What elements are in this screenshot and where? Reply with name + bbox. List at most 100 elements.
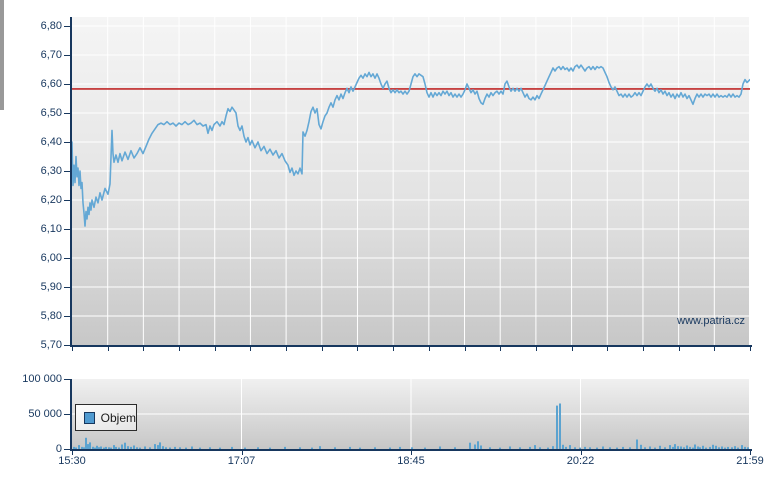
volume-bar — [694, 444, 696, 449]
volume-bar — [689, 446, 691, 449]
time-axis-label: 21:59 — [736, 455, 764, 467]
volume-bar — [489, 447, 491, 449]
price-y-tickmark — [64, 55, 71, 56]
volume-bar — [98, 447, 100, 449]
price-y-tick-label: 6,40 — [40, 136, 62, 148]
price-chart-plot-area: www.patria.cz — [72, 17, 750, 345]
price-y-tick-label: 6,20 — [40, 194, 62, 206]
volume-bar — [108, 447, 110, 449]
volume-bar — [712, 444, 714, 449]
volume-bar — [629, 447, 631, 449]
volume-bar — [144, 446, 146, 449]
price-line-series — [72, 64, 750, 227]
volume-bar — [269, 447, 271, 449]
volume-bar — [133, 445, 135, 449]
volume-bar — [284, 446, 286, 449]
volume-bar — [677, 446, 679, 449]
price-y-tickmark — [64, 113, 71, 114]
volume-legend-label: Objem — [100, 410, 136, 425]
volume-bar — [709, 446, 711, 449]
volume-chart-plot-area — [72, 379, 750, 449]
volume-y-tickmark — [64, 414, 71, 415]
price-y-tickmark — [64, 26, 71, 27]
volume-x-tickmark — [242, 451, 243, 455]
volume-bar — [636, 439, 638, 449]
volume-bar — [702, 445, 704, 449]
volume-bar — [73, 446, 75, 449]
time-axis-label: 18:45 — [397, 455, 425, 467]
volume-bar — [439, 446, 441, 449]
volume-bar — [499, 447, 501, 449]
volume-bar — [374, 447, 376, 449]
volume-bar — [683, 447, 685, 449]
volume-bar — [149, 447, 151, 449]
volume-bar — [121, 444, 123, 449]
price-chart-canvas — [72, 17, 750, 345]
volume-bar — [244, 447, 246, 449]
volume-bar — [85, 437, 87, 449]
price-x-tickmark — [714, 347, 715, 351]
volume-bar — [686, 445, 688, 449]
volume-bar — [589, 447, 591, 449]
price-x-tickmark — [500, 347, 501, 351]
volume-x-tickmark — [750, 451, 751, 455]
volume-bar — [609, 447, 611, 449]
price-x-tickmark — [643, 347, 644, 351]
volume-bar — [127, 446, 129, 449]
price-y-tickmark — [64, 84, 71, 85]
price-y-tick-label: 5,90 — [40, 281, 62, 293]
price-y-tick-label: 5,80 — [40, 310, 62, 322]
price-y-tick-label: 6,00 — [40, 252, 62, 264]
volume-bar — [105, 446, 107, 449]
price-y-tickmark — [64, 142, 71, 143]
price-x-tickmark — [286, 347, 287, 351]
price-y-tick-label: 6,10 — [40, 223, 62, 235]
volume-bar — [113, 445, 115, 449]
volume-bar — [622, 446, 624, 449]
volume-bar — [734, 446, 736, 449]
volume-x-tickmark — [581, 451, 582, 455]
volume-bar — [159, 442, 161, 449]
volume-bar — [96, 445, 98, 449]
price-y-tickmark — [64, 200, 71, 201]
volume-bar — [469, 442, 471, 449]
volume-bar — [664, 447, 666, 449]
volume-bar — [509, 446, 511, 449]
volume-bar — [209, 447, 211, 449]
volume-bar — [299, 447, 301, 449]
price-x-tickmark — [250, 347, 251, 351]
volume-bar — [697, 446, 699, 449]
volume-legend-box: Objem — [75, 404, 137, 431]
volume-bar — [616, 447, 618, 449]
time-axis-label: 20:22 — [566, 455, 595, 467]
volume-bar — [574, 447, 576, 449]
price-y-tickmark — [64, 345, 71, 346]
volume-bar — [534, 445, 536, 449]
price-x-tickmark — [429, 347, 430, 351]
volume-bar — [81, 446, 83, 449]
volume-bar — [110, 447, 112, 449]
volume-bar — [191, 446, 193, 449]
volume-x-tickmark — [72, 451, 73, 455]
price-y-tick-label: 6,30 — [40, 165, 62, 177]
volume-bar — [359, 447, 361, 449]
volume-bar — [92, 446, 94, 449]
volume-bar — [78, 445, 80, 449]
volume-bar — [699, 447, 701, 449]
volume-bar — [83, 447, 85, 449]
volume-bar — [157, 445, 159, 449]
volume-bar — [565, 446, 567, 449]
volume-bar — [680, 446, 682, 449]
volume-bar — [579, 447, 581, 449]
price-x-tickmark — [179, 347, 180, 351]
volume-bar — [562, 444, 564, 449]
volume-bar — [649, 446, 651, 449]
price-x-tickmark — [357, 347, 358, 351]
volume-bar — [199, 447, 201, 449]
volume-bar — [547, 447, 549, 449]
volume-bar — [569, 445, 571, 449]
price-y-tick-label: 6,70 — [40, 49, 62, 61]
price-x-tickmark — [322, 347, 323, 351]
volume-bar — [130, 446, 132, 449]
volume-bar — [669, 445, 671, 449]
